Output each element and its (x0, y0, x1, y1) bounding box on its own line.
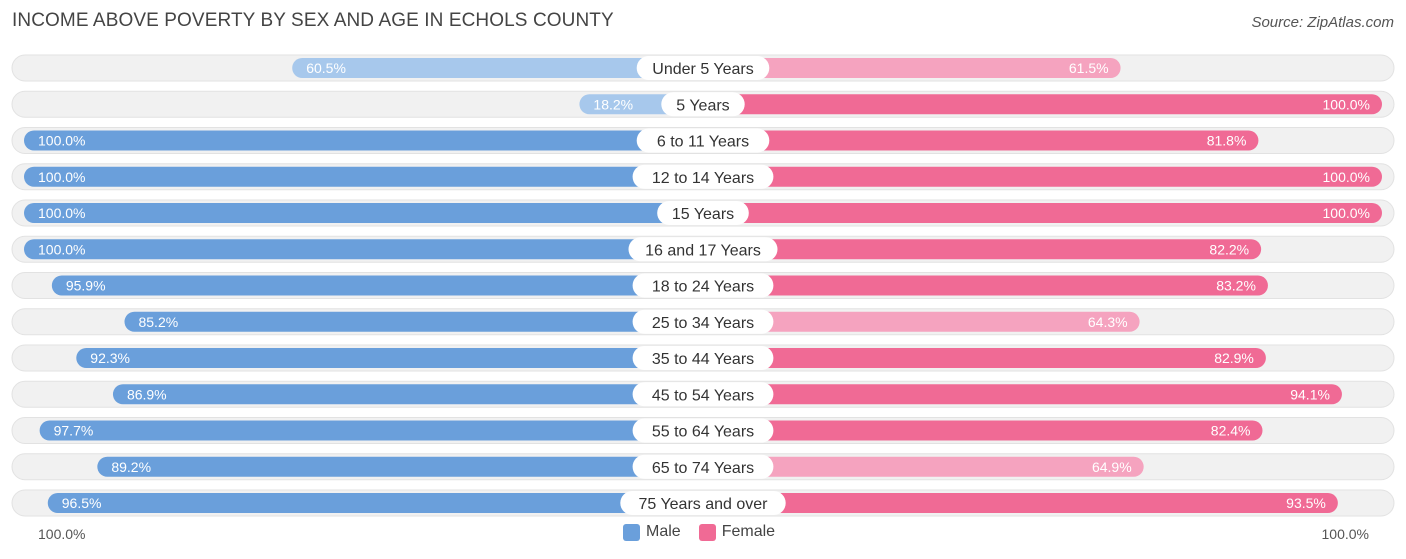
female-value-label: 100.0% (1323, 96, 1370, 112)
male-bar (292, 58, 703, 78)
category-pill (636, 128, 770, 153)
female-bar (703, 493, 1338, 513)
category-pill (632, 309, 774, 334)
female-bar (703, 203, 1382, 223)
male-value-label: 60.5% (306, 60, 346, 76)
female-value-label: 64.9% (1092, 459, 1132, 475)
category-pill (620, 491, 786, 515)
category-pill (636, 56, 770, 80)
male-bar (97, 456, 703, 477)
female-bar (703, 58, 1121, 78)
legend-item-male: Male (623, 523, 681, 541)
legend: Male Female (623, 523, 793, 541)
category-label: 25 to 34 Years (652, 315, 754, 332)
female-value-label: 93.5% (1286, 495, 1326, 511)
legend-swatch-female (698, 523, 716, 541)
female-bar (703, 94, 1382, 115)
male-bar (124, 311, 703, 332)
female-value-label: 100.0% (1323, 169, 1370, 185)
female-value-label: 81.8% (1207, 133, 1247, 149)
legend-item-female: Female (698, 523, 776, 541)
category-label: 65 to 74 Years (652, 460, 754, 477)
female-bar (703, 311, 1140, 332)
legend-swatch-male (623, 523, 640, 541)
category-pill (632, 418, 774, 443)
male-bar (39, 420, 703, 441)
category-pill (632, 346, 774, 370)
female-value-label: 61.5% (1069, 60, 1109, 76)
male-value-label: 96.5% (62, 495, 102, 511)
female-value-label: 100.0% (1323, 205, 1370, 221)
male-bar (24, 239, 703, 260)
axis-right-label: 100.0% (1321, 526, 1369, 542)
female-bar (703, 384, 1342, 405)
male-bar (112, 384, 704, 405)
category-pill (661, 92, 745, 117)
category-label: 6 to 11 Years (657, 134, 749, 151)
female-bar (703, 239, 1262, 260)
category-label: 18 to 24 Years (652, 279, 754, 296)
male-bar (24, 166, 703, 187)
male-value-label: 100.0% (38, 241, 85, 257)
source-label: Source: ZipAtlas.com (1251, 14, 1394, 31)
female-value-label: 64.3% (1088, 314, 1128, 330)
male-bar (76, 348, 703, 368)
female-value-label: 82.9% (1214, 350, 1254, 366)
female-bar (703, 275, 1268, 296)
category-pill (632, 273, 774, 298)
category-pill (632, 164, 774, 189)
male-bar (24, 203, 703, 223)
male-value-label: 92.3% (90, 350, 130, 366)
male-value-label: 86.9% (127, 386, 167, 402)
female-bar (703, 166, 1382, 187)
axis-left-label: 100.0% (38, 526, 86, 542)
female-value-label: 82.2% (1209, 241, 1249, 257)
male-value-label: 18.2% (593, 96, 633, 112)
female-bar (703, 348, 1266, 368)
male-value-label: 100.0% (38, 205, 85, 221)
female-bar (703, 420, 1263, 441)
legend-label-male: Male (646, 523, 681, 540)
category-pill (657, 201, 749, 225)
category-pill (632, 382, 774, 407)
category-label: 35 to 44 Years (652, 351, 754, 368)
legend-label-female: Female (721, 523, 776, 540)
male-value-label: 85.2% (138, 314, 178, 330)
male-bar (47, 493, 703, 513)
female-bar (703, 456, 1144, 477)
female-value-label: 94.1% (1290, 386, 1330, 402)
category-label: Under 5 Years (652, 61, 753, 78)
male-bar (24, 130, 703, 151)
diverging-bar-chart: 60.5% 61.5% Under 5 Years 18.2% 100.0% 5 Year… (11, 54, 1395, 517)
category-pill (632, 454, 774, 479)
male-value-label: 100.0% (38, 169, 85, 185)
male-value-label: 97.7% (54, 423, 94, 439)
category-label: 12 to 14 Years (652, 170, 754, 187)
category-label: 5 Years (676, 97, 729, 114)
male-bar (51, 275, 704, 296)
female-value-label: 82.4% (1211, 423, 1251, 439)
category-pill (628, 237, 778, 262)
male-value-label: 89.2% (111, 459, 151, 475)
category-label: 45 to 54 Years (652, 387, 754, 404)
category-label: 16 and 17 Years (645, 242, 761, 259)
category-label: 15 Years (672, 206, 734, 223)
category-label: 75 Years and over (639, 496, 769, 513)
female-bar (703, 130, 1259, 151)
category-label: 55 to 64 Years (652, 424, 754, 441)
chart-title: INCOME ABOVE POVERTY BY SEX AND AGE IN E… (12, 10, 614, 31)
male-value-label: 95.9% (66, 278, 106, 294)
female-value-label: 83.2% (1216, 278, 1256, 294)
male-value-label: 100.0% (38, 133, 85, 149)
